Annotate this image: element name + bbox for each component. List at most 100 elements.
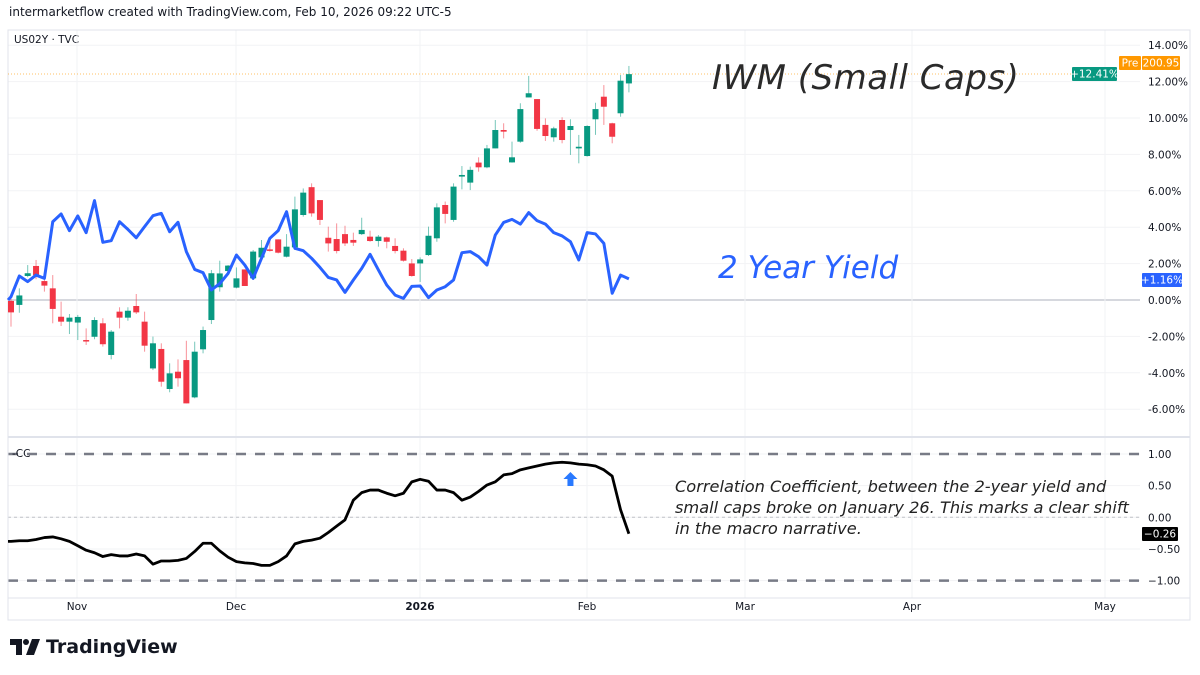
candle (216, 260, 223, 292)
cc-tick-label: 0.50 (1148, 481, 1171, 493)
candle-body (291, 209, 298, 248)
candle-body (316, 200, 323, 220)
candle-body (333, 239, 340, 252)
candle (575, 134, 582, 164)
candle-body (542, 124, 549, 137)
price-tick-label: 6.00% (1148, 186, 1181, 198)
tradingview-logo[interactable]: TradingView (10, 636, 178, 658)
pre-badge: Pre (1119, 56, 1141, 70)
candle (158, 343, 165, 387)
candle (383, 236, 390, 249)
candle-body (33, 265, 40, 276)
candle-body (91, 320, 98, 337)
candle (74, 314, 81, 341)
candle (367, 230, 374, 242)
iwm-last-badge: +12.41% (1070, 67, 1119, 81)
chart-border (7, 29, 1191, 621)
candle (333, 223, 340, 254)
price-tick-label: -6.00% (1148, 404, 1185, 416)
candle-body (133, 306, 140, 313)
candle (475, 157, 482, 172)
price-tick-label: 10.00% (1148, 113, 1188, 125)
candle-body (517, 109, 524, 142)
candle (66, 314, 73, 335)
time-tick-label: Mar (735, 601, 755, 613)
candle (442, 201, 449, 224)
candle-body (483, 148, 490, 168)
candle (133, 293, 140, 315)
candle (433, 203, 440, 242)
candle (492, 120, 499, 149)
candle-body (166, 373, 173, 389)
cc-pane-label: -CC (12, 448, 30, 460)
candle (417, 257, 424, 282)
candle (458, 166, 465, 190)
candle (525, 75, 532, 98)
candle-body (492, 130, 499, 149)
candle (358, 217, 365, 236)
candle-body (600, 96, 607, 107)
candle-body (83, 340, 90, 342)
pre-value-badge-bg (1142, 56, 1180, 70)
candle (183, 340, 190, 404)
pre-badge-text: Pre (1122, 58, 1139, 70)
candle-body (175, 371, 181, 379)
candle-body (233, 278, 240, 288)
candle (316, 200, 323, 226)
symbol-legend[interactable]: US02Y · TVC (14, 34, 80, 46)
candle-body (308, 187, 315, 214)
candle (559, 117, 566, 144)
candle-body (559, 120, 566, 141)
candle (467, 166, 474, 191)
candle-body (609, 123, 616, 137)
candle (584, 125, 591, 157)
candle-body (342, 234, 348, 244)
candle-body (250, 251, 257, 279)
candle-body (41, 281, 48, 286)
candle-body (500, 130, 507, 132)
yield-line (6, 199, 630, 302)
candle (350, 232, 357, 246)
candle (300, 188, 307, 217)
candle-body (16, 295, 23, 305)
candle-body (275, 239, 282, 253)
candle (325, 226, 332, 252)
candle (91, 317, 98, 340)
yield-annotation: 2 Year Yield (718, 250, 899, 286)
candle (99, 318, 106, 347)
candle (108, 330, 115, 360)
candle-body (241, 269, 248, 286)
candle (425, 226, 432, 256)
time-tick-label: May (1094, 601, 1116, 613)
candle (24, 265, 31, 278)
yield-last-badge-text: +1.16% (1141, 275, 1183, 287)
yield-line-group (6, 199, 630, 302)
pre-value-badge: 200.95 (1142, 56, 1180, 70)
candle-body (567, 126, 574, 131)
candle (208, 269, 215, 325)
price-tick-label: 14.00% (1148, 40, 1188, 52)
candle-body (392, 245, 399, 252)
candle-body (450, 186, 457, 220)
candle-body (592, 109, 599, 120)
candle-body (108, 331, 115, 355)
arrow-up-icon (563, 472, 578, 486)
candle (600, 85, 607, 125)
candle (617, 75, 624, 117)
candle-body (458, 174, 465, 177)
chart-frame (7, 29, 1191, 621)
candle-body (49, 288, 56, 309)
candle (517, 103, 524, 143)
tradingview-logo-icon (10, 639, 40, 655)
candle (550, 126, 557, 142)
candle (275, 239, 282, 254)
candle-body (417, 259, 424, 264)
candle-body (208, 273, 215, 321)
candle-body (425, 235, 432, 256)
candle-body (525, 93, 532, 98)
candle-body (584, 126, 591, 157)
price-tick-label: -2.00% (1148, 331, 1185, 343)
candle-body (509, 157, 515, 163)
attribution-header: intermarketflow created with TradingView… (9, 5, 452, 19)
